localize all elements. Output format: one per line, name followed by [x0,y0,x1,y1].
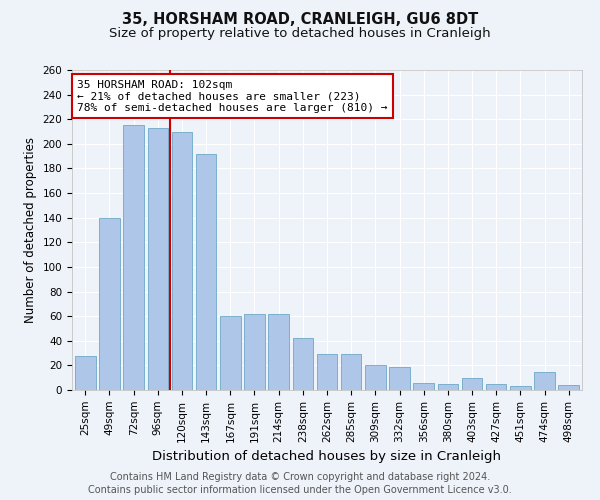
Bar [559,385,579,390]
Bar [172,132,192,390]
Bar [75,356,95,390]
Bar [534,372,555,390]
Bar [99,218,120,390]
Bar [196,154,217,390]
Bar [413,382,434,390]
Bar [341,354,361,390]
Bar [365,366,386,390]
Text: 35, HORSHAM ROAD, CRANLEIGH, GU6 8DT: 35, HORSHAM ROAD, CRANLEIGH, GU6 8DT [122,12,478,28]
Bar [510,386,530,390]
Bar [317,354,337,390]
Bar [220,316,241,390]
Bar [293,338,313,390]
Bar [486,384,506,390]
Text: Size of property relative to detached houses in Cranleigh: Size of property relative to detached ho… [109,28,491,40]
Bar [268,314,289,390]
Bar [462,378,482,390]
Bar [389,366,410,390]
Y-axis label: Number of detached properties: Number of detached properties [24,137,37,323]
Text: 35 HORSHAM ROAD: 102sqm
← 21% of detached houses are smaller (223)
78% of semi-d: 35 HORSHAM ROAD: 102sqm ← 21% of detache… [77,80,388,113]
Bar [124,126,144,390]
X-axis label: Distribution of detached houses by size in Cranleigh: Distribution of detached houses by size … [152,450,502,463]
Bar [244,314,265,390]
Text: Contains HM Land Registry data © Crown copyright and database right 2024.: Contains HM Land Registry data © Crown c… [110,472,490,482]
Bar [148,128,168,390]
Text: Contains public sector information licensed under the Open Government Licence v3: Contains public sector information licen… [88,485,512,495]
Bar [437,384,458,390]
